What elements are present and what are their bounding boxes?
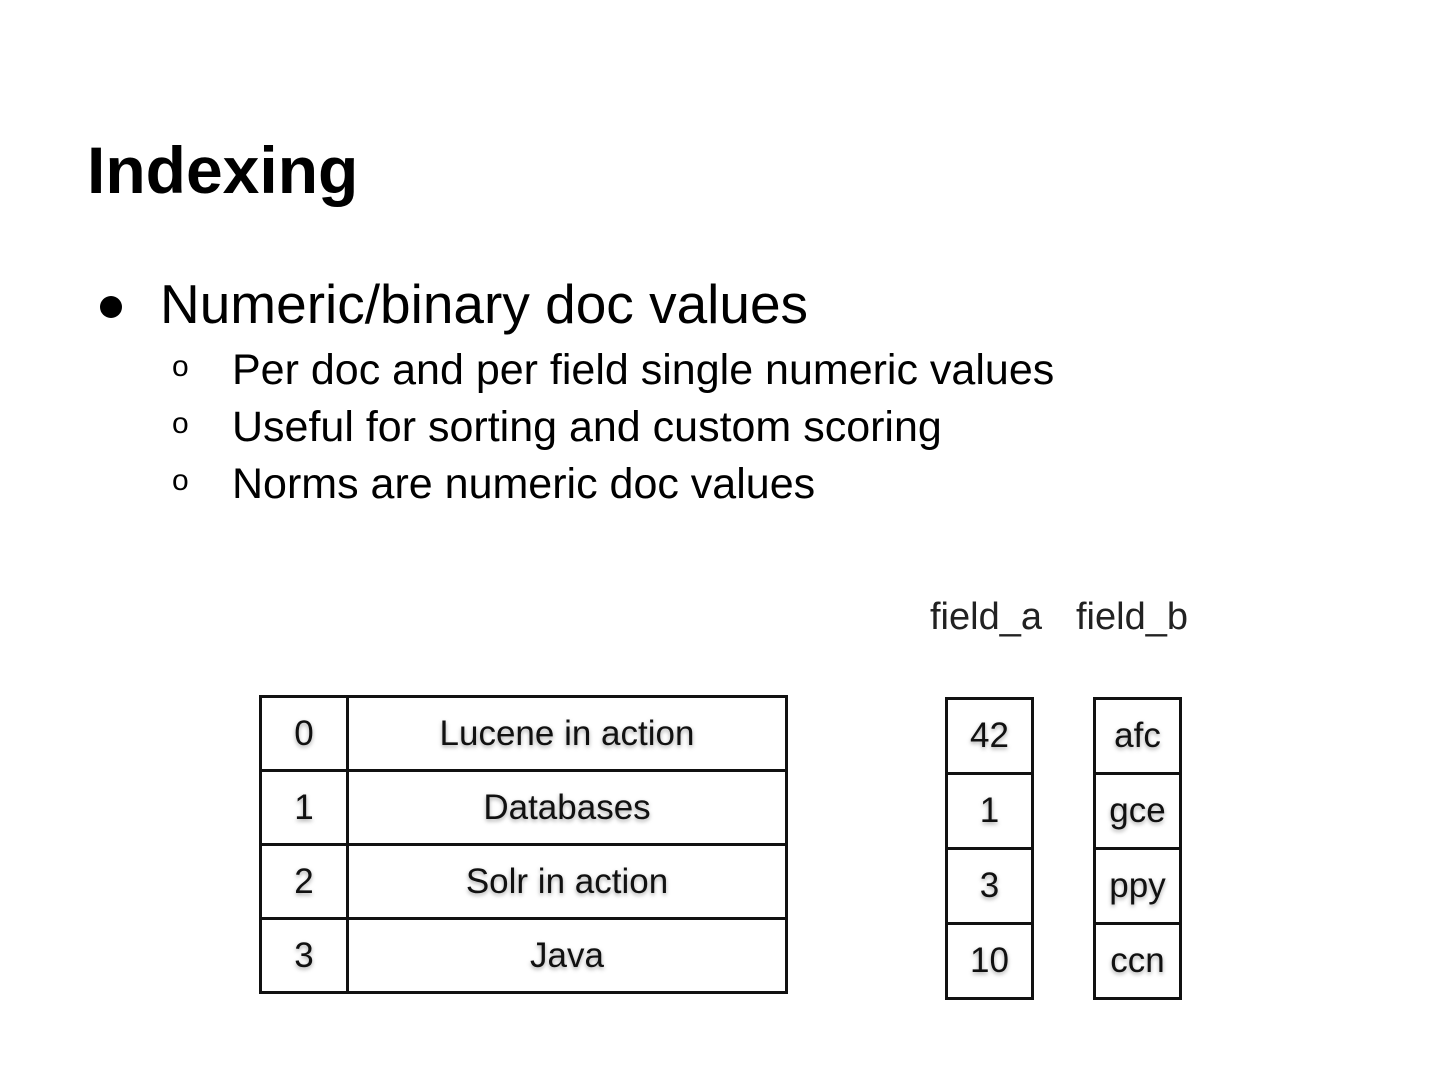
field-a-value: 10 <box>945 922 1034 1000</box>
table-row: 0 Lucene in action <box>259 695 788 772</box>
table-row: 1 Databases <box>259 769 788 846</box>
field-a-value: 1 <box>945 772 1034 850</box>
bullet-marker <box>100 296 122 318</box>
field-a-value: 42 <box>945 697 1034 775</box>
doc-title: Solr in action <box>346 843 788 920</box>
sub-bullet-marker: o <box>172 464 189 497</box>
sub-bullet-item: Norms are numeric doc values <box>232 460 816 508</box>
field-b-header: field_b <box>1076 596 1188 638</box>
field-a-header: field_a <box>930 596 1042 638</box>
sub-bullet-item: Useful for sorting and custom scoring <box>232 403 942 451</box>
sub-bullet-marker: o <box>172 350 189 383</box>
bullet-item: Numeric/binary doc values <box>160 273 809 335</box>
doc-id: 2 <box>259 843 349 920</box>
doc-title: Java <box>346 917 788 994</box>
table-row: 2 Solr in action <box>259 843 788 920</box>
field-b-value: afc <box>1093 697 1182 775</box>
slide-title: Indexing <box>87 133 359 207</box>
table-row: 3 Java <box>259 917 788 994</box>
field-a-column: 42 1 3 10 <box>945 697 1034 1000</box>
field-a-value: 3 <box>945 847 1034 925</box>
field-b-value: gce <box>1093 772 1182 850</box>
documents-table: 0 Lucene in action 1 Databases 2 Solr in ac… <box>259 695 788 994</box>
doc-id: 0 <box>259 695 349 772</box>
sub-bullet-marker: o <box>172 407 189 440</box>
field-b-value: ccn <box>1093 922 1182 1000</box>
field-b-value: ppy <box>1093 847 1182 925</box>
doc-title: Databases <box>346 769 788 846</box>
doc-title: Lucene in action <box>346 695 788 772</box>
field-b-column: afc gce ppy ccn <box>1093 697 1182 1000</box>
sub-bullet-item: Per doc and per field single numeric val… <box>232 346 1055 394</box>
doc-id: 1 <box>259 769 349 846</box>
doc-id: 3 <box>259 917 349 994</box>
